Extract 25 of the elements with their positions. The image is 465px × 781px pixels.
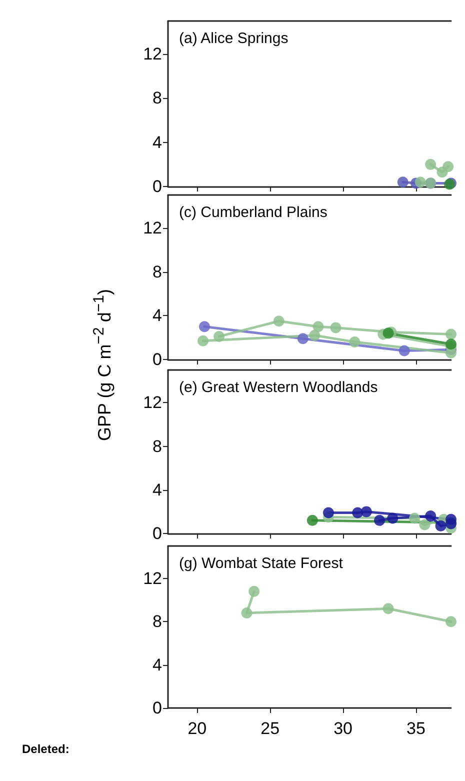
y-tick-label: 4 xyxy=(152,132,162,152)
y-tick-label: 8 xyxy=(152,612,162,632)
text: (c) Cumberland Plains xyxy=(179,204,328,221)
y-tick-label: 0 xyxy=(152,698,162,718)
y-tick-label: 4 xyxy=(152,655,162,674)
y-tick-label: 4 xyxy=(152,480,162,500)
y-tick-label: 8 xyxy=(152,262,162,282)
text: (a) Alice Springs xyxy=(179,30,288,47)
y-tick-label: 0 xyxy=(152,350,162,369)
text: (e) Great Western Woodlands xyxy=(179,379,378,396)
x-tick-label: 35 xyxy=(406,719,426,738)
x-tick-label: 30 xyxy=(334,719,353,738)
x-tick-label: 25 xyxy=(260,719,280,738)
y-tick-label: 8 xyxy=(152,436,162,456)
y-tick-label: 12 xyxy=(143,218,162,238)
x-tick-label: 20 xyxy=(188,719,207,738)
y-tick-label: 0 xyxy=(152,524,162,543)
y-tick-label: 4 xyxy=(152,306,162,326)
y-tick-label: 0 xyxy=(152,177,162,196)
y-tick-label: 8 xyxy=(152,88,162,108)
text: (g) Wombat State Forest xyxy=(179,555,344,572)
y-tick-label: 12 xyxy=(143,44,162,64)
y-tick-label: 12 xyxy=(143,393,162,412)
text: Deleted: xyxy=(22,742,70,756)
y-tick-label: 12 xyxy=(143,568,162,588)
